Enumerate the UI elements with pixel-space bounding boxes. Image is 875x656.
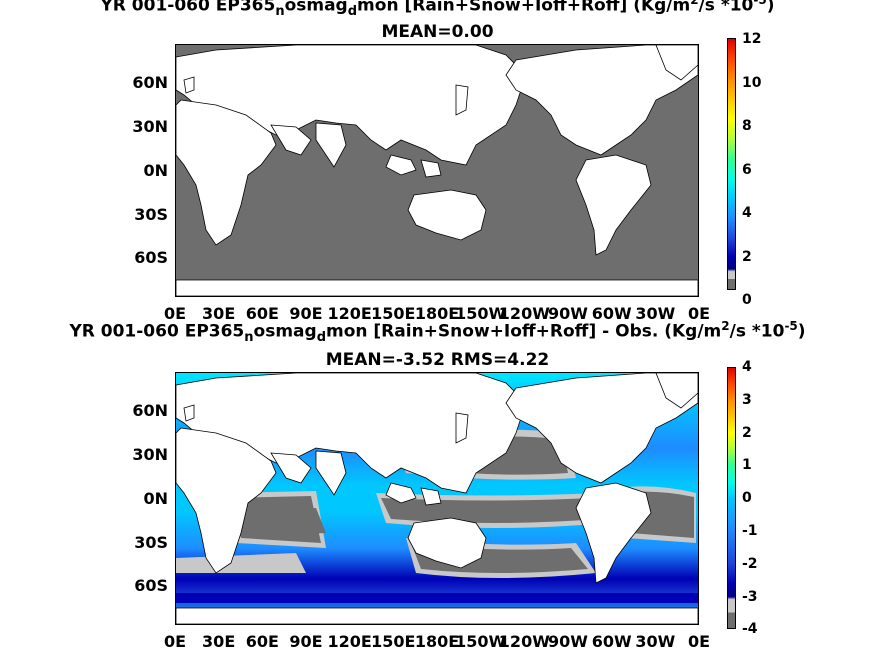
colorbar-tick-label: 12 — [742, 31, 762, 47]
lon-label: 120E — [327, 632, 372, 651]
continent-shape — [270, 124, 312, 156]
colorbar-tick-label: -1 — [742, 523, 758, 539]
panel2-colorbar — [727, 367, 736, 629]
lon-label: 90E — [289, 632, 323, 651]
continent-shape — [176, 279, 698, 296]
colorbar-tick-label: 8 — [742, 118, 752, 134]
lat-label: 0N — [143, 161, 168, 180]
colorbar-tick-label: -3 — [742, 588, 758, 605]
lon-label: 0E — [687, 304, 711, 323]
continent-shape — [385, 482, 417, 504]
lon-label: 30W — [635, 632, 676, 651]
colorbar-tick-label: 10 — [742, 74, 762, 91]
lon-label: 180E — [414, 632, 460, 651]
lat-label: 30S — [134, 205, 168, 224]
continent-shape — [183, 76, 195, 94]
continent-shape — [420, 159, 442, 178]
colorbar-tick-label: -4 — [742, 621, 758, 638]
lon-label: 150W — [455, 304, 507, 323]
continent-shape — [505, 45, 698, 156]
lon-label: 150E — [371, 632, 416, 651]
continent-shape — [176, 99, 277, 246]
continent-shape — [655, 45, 698, 81]
lat-label: 60N — [132, 73, 168, 92]
lon-label: 0E — [163, 304, 187, 323]
continent-shape — [505, 373, 698, 484]
lat-label: 60S — [134, 576, 168, 595]
colorbar-tick-label: 2 — [742, 248, 752, 265]
continent-shape — [420, 487, 442, 506]
lon-label: 0E — [687, 632, 711, 651]
lon-label: 150E — [371, 304, 416, 323]
panel2-subtitle: MEAN=-3.52 RMS=4.22 — [325, 350, 550, 370]
continent-shape — [575, 482, 652, 584]
continent-shape — [315, 450, 347, 496]
lat-label: 30N — [132, 445, 168, 464]
lon-label: 120E — [327, 304, 372, 323]
panel1-map — [175, 44, 699, 297]
lon-label: 90W — [548, 632, 588, 651]
lon-label: 30W — [635, 304, 676, 323]
lon-label: 120W — [498, 632, 550, 651]
continent-shape — [385, 154, 417, 176]
lon-label: 90W — [548, 304, 588, 323]
continent-shape — [183, 404, 195, 422]
colorbar-tick-label: 0 — [742, 490, 752, 507]
continent-shape — [575, 154, 652, 256]
colorbar-tick-label: 4 — [742, 205, 752, 221]
lon-label: 60W — [591, 304, 632, 323]
panel1-title: YR 001-060 EP365nosmagdmon [Rain+Snow+Io… — [100, 0, 775, 20]
lon-label: 180E — [414, 304, 460, 323]
lon-label: 0E — [163, 632, 187, 651]
panel2-map — [175, 372, 699, 625]
lon-label: 30E — [202, 304, 236, 323]
lon-label: 150W — [455, 632, 507, 651]
continent-shape — [455, 412, 469, 444]
lat-label: 30S — [134, 533, 168, 552]
lon-label: 90E — [289, 304, 323, 323]
continent-shape — [455, 84, 469, 116]
panel1-colorbar — [727, 38, 736, 290]
lat-label: 60N — [132, 401, 168, 420]
continent-shape — [407, 517, 487, 569]
colorbar-tick-label: -2 — [742, 555, 758, 572]
continent-shape — [315, 122, 347, 168]
continent-shape — [270, 452, 312, 484]
panel2-title: YR 001-060 EP365nosmagdmon [Rain+Snow+Io… — [69, 319, 806, 346]
colorbar-tick-label: 0 — [742, 292, 752, 308]
lon-label: 60E — [245, 304, 279, 323]
colorbar-tick-label: 1 — [742, 457, 752, 474]
lon-label: 30E — [202, 632, 236, 651]
lon-label: 60E — [245, 632, 279, 651]
continent-shape — [176, 607, 698, 624]
colorbar-tick-label: 4 — [742, 359, 752, 375]
colorbar-tick-label: 3 — [742, 391, 752, 408]
continent-shape — [655, 373, 698, 409]
lat-label: 30N — [132, 117, 168, 136]
lat-label: 60S — [134, 248, 168, 267]
continent-shape — [407, 189, 487, 241]
colorbar-tick-label: 2 — [742, 424, 752, 441]
lon-label: 60W — [591, 632, 632, 651]
lon-label: 120W — [498, 304, 550, 323]
colorbar-tick-label: 6 — [742, 161, 752, 178]
continent-shape — [176, 427, 277, 574]
panel1-subtitle: MEAN=0.00 — [381, 22, 494, 42]
lat-label: 0N — [143, 489, 168, 508]
